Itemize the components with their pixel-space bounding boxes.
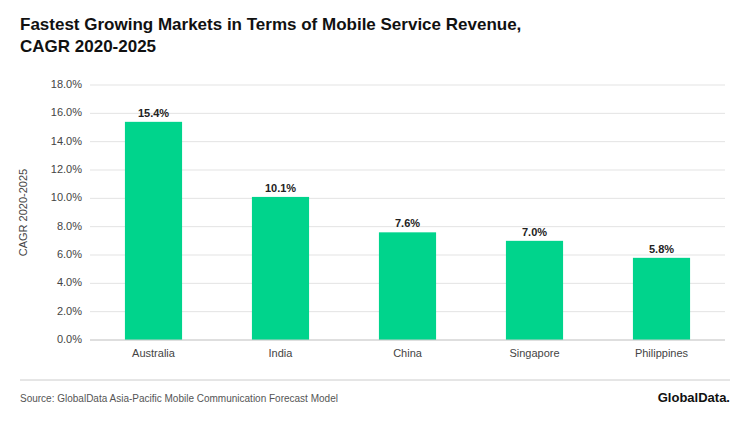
y-axis-label: CAGR 2020-2025: [17, 169, 29, 256]
y-tick-label: 8.0%: [57, 220, 82, 232]
y-tick-label: 12.0%: [51, 163, 82, 175]
source-note: Source: GlobalData Asia-Pacific Mobile C…: [20, 393, 338, 404]
y-tick-label: 10.0%: [51, 191, 82, 203]
y-axis: 0.0% 2.0% 4.0% 6.0% 8.0% 10.0% 12.0% 14.0% 16.0%…: [51, 78, 725, 345]
x-tick-label: Australia: [132, 347, 176, 359]
bars: [125, 122, 690, 340]
data-label: 10.1%: [265, 182, 296, 194]
data-label: 15.4%: [138, 107, 169, 119]
grid-line: [90, 198, 725, 199]
subtitle: CAGR 2020-2025: [20, 37, 156, 56]
brand-text: GlobalData.: [658, 390, 730, 405]
x-tick-label: Philippines: [635, 347, 689, 359]
data-label: 7.6%: [395, 217, 420, 229]
data-labels: 15.4% 10.1% 7.6% 7.0% 5.8%: [138, 107, 674, 255]
chart-container: Fastest Growing Markets in Terms of Mobi…: [0, 0, 750, 422]
data-label: 7.0%: [522, 226, 547, 238]
y-tick-label: 2.0%: [57, 305, 82, 317]
chart-svg: Fastest Growing Markets in Terms of Mobi…: [0, 0, 750, 422]
grid-line: [90, 85, 725, 86]
bar: [506, 241, 563, 340]
grid-line: [90, 141, 725, 142]
bar: [252, 197, 309, 340]
grid-line: [90, 340, 725, 341]
x-axis-line: [90, 340, 725, 341]
x-tick-label: China: [393, 347, 423, 359]
divider: [20, 380, 730, 381]
x-axis: Australia India China Singapore Philippines: [132, 347, 688, 359]
data-label: 5.8%: [649, 243, 674, 255]
title: Fastest Growing Markets in Terms of Mobi…: [20, 15, 521, 34]
y-tick-label: 4.0%: [57, 276, 82, 288]
grid-line: [90, 113, 725, 114]
bar: [125, 122, 182, 340]
bar: [633, 258, 690, 340]
y-tick-label: 6.0%: [57, 248, 82, 260]
y-tick-label: 0.0%: [57, 333, 82, 345]
y-tick-label: 16.0%: [51, 106, 82, 118]
y-tick-label: 18.0%: [51, 78, 82, 90]
x-tick-label: Singapore: [509, 347, 559, 359]
x-tick-label: India: [269, 347, 294, 359]
y-tick-label: 14.0%: [51, 135, 82, 147]
grid-line: [90, 170, 725, 171]
bar: [379, 232, 436, 340]
